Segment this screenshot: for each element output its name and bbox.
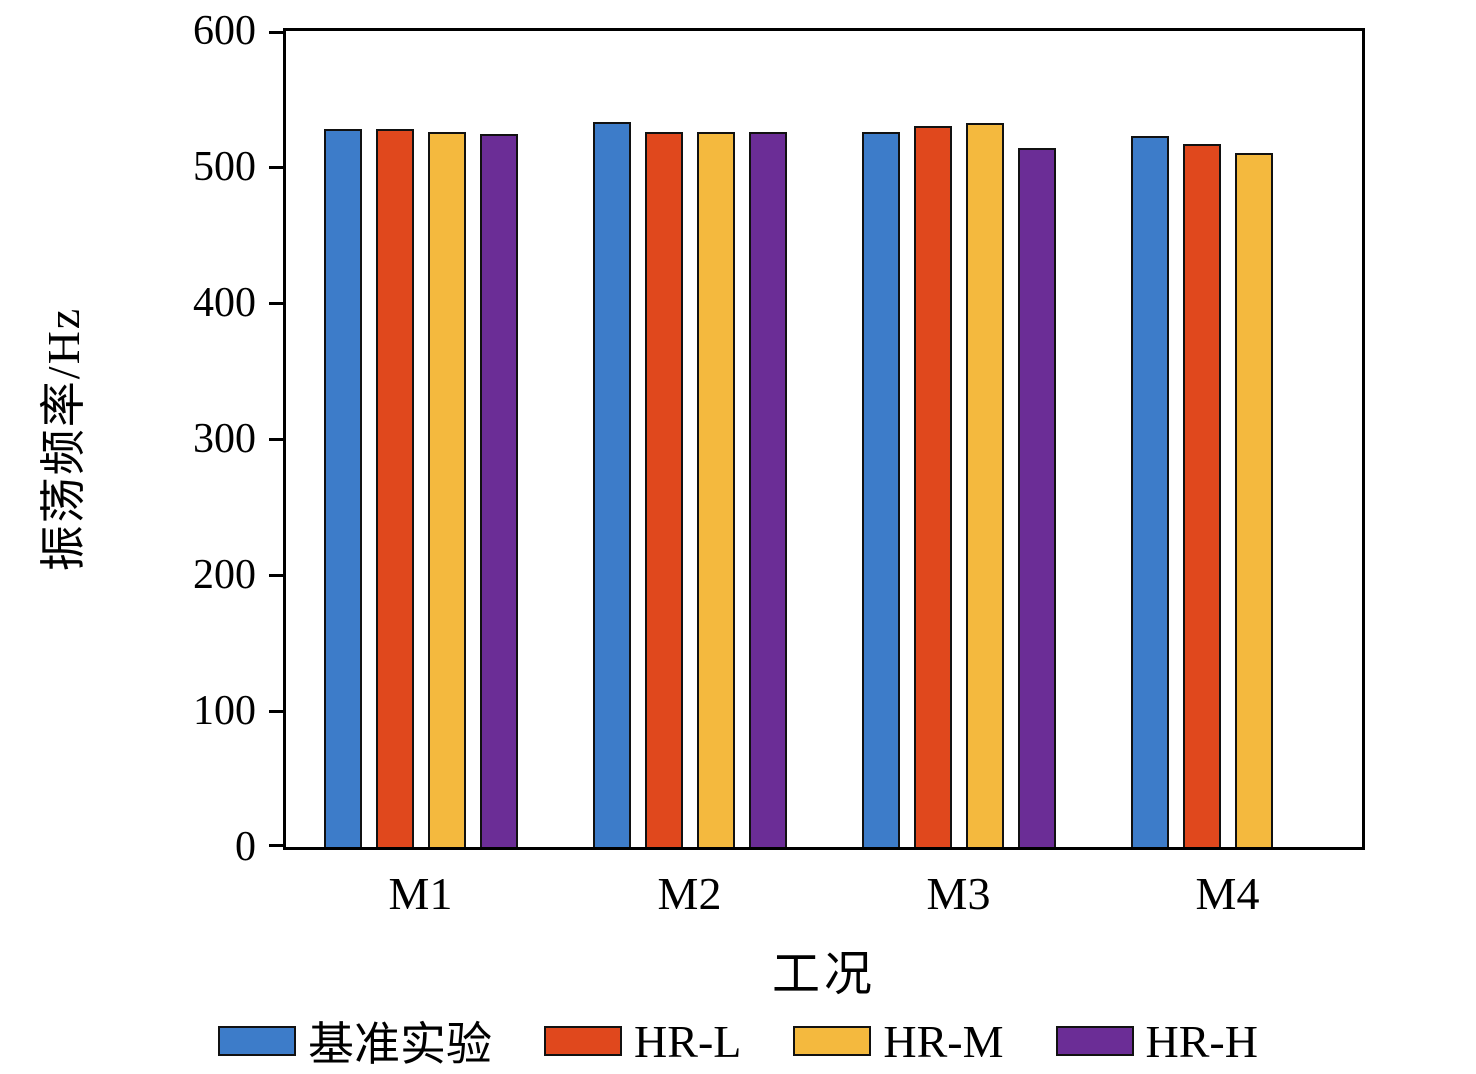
legend-label: HR-H	[1145, 1015, 1258, 1067]
x-category-label-M1: M1	[388, 868, 453, 919]
legend-item-基准实验: 基准实验	[218, 1008, 492, 1074]
bar-基准实验-M2	[592, 122, 631, 847]
plot-area: 0 100 200 300 400 500 600 M1 M2 M3 M4	[193, 10, 1365, 919]
y-tick-label: 300	[193, 416, 256, 462]
legend-swatch-HR-H	[1055, 1026, 1134, 1056]
y-tick-mark	[269, 437, 283, 441]
legend-swatch-HR-M	[793, 1026, 872, 1056]
bar-基准实验-M4	[1130, 135, 1169, 847]
legend-swatch-基准实验	[218, 1026, 297, 1056]
bar-HR-L-M1	[375, 128, 414, 847]
x-category-label-M2: M2	[657, 868, 722, 919]
bar-HR-L-M2	[644, 131, 683, 847]
y-tick-mark	[269, 301, 283, 305]
bar-HR-L-M4	[1182, 143, 1221, 847]
y-tick-label: 100	[193, 688, 256, 734]
y-tick-label: 200	[193, 552, 256, 598]
x-category-label-M4: M4	[1195, 868, 1260, 919]
legend-label: HR-M	[883, 1015, 1004, 1067]
bar-HR-H-M3	[1017, 147, 1056, 847]
bar-基准实验-M3	[861, 131, 900, 847]
bar-HR-L-M3	[913, 126, 952, 847]
bar-基准实验-M1	[323, 128, 362, 847]
legend-item-HR-M: HR-M	[793, 1015, 1004, 1068]
y-axis-label: 振荡频率/Hz	[38, 306, 89, 572]
y-tick-mark	[269, 165, 283, 169]
legend-swatch-HR-L	[544, 1026, 623, 1056]
y-tick-label: 400	[193, 280, 256, 326]
bar-HR-M-M2	[696, 131, 735, 847]
y-tick-label: 0	[235, 824, 256, 870]
y-tick-mark	[269, 573, 283, 577]
y-tick-mark	[269, 709, 283, 713]
x-category-label-M3: M3	[926, 868, 991, 919]
bar-HR-H-M1	[479, 134, 518, 847]
y-tick-label: 500	[193, 144, 256, 190]
x-axis-label: 工况	[771, 948, 876, 1001]
y-tick-mark	[269, 844, 283, 847]
bar-HR-H-M2	[748, 131, 787, 847]
y-tick-mark	[269, 31, 283, 34]
y-tick-label: 600	[193, 8, 256, 54]
legend-label: 基准实验	[308, 1019, 493, 1070]
bar-HR-M-M3	[965, 123, 1004, 847]
bar-HR-M-M4	[1234, 153, 1273, 847]
legend-item-HR-H: HR-H	[1055, 1015, 1258, 1068]
legend-label: HR-L	[634, 1015, 742, 1067]
bar-HR-M-M1	[427, 131, 466, 847]
legend: 基准实验 HR-L HR-M HR-H	[0, 1008, 1476, 1074]
legend-item-HR-L: HR-L	[544, 1015, 741, 1068]
